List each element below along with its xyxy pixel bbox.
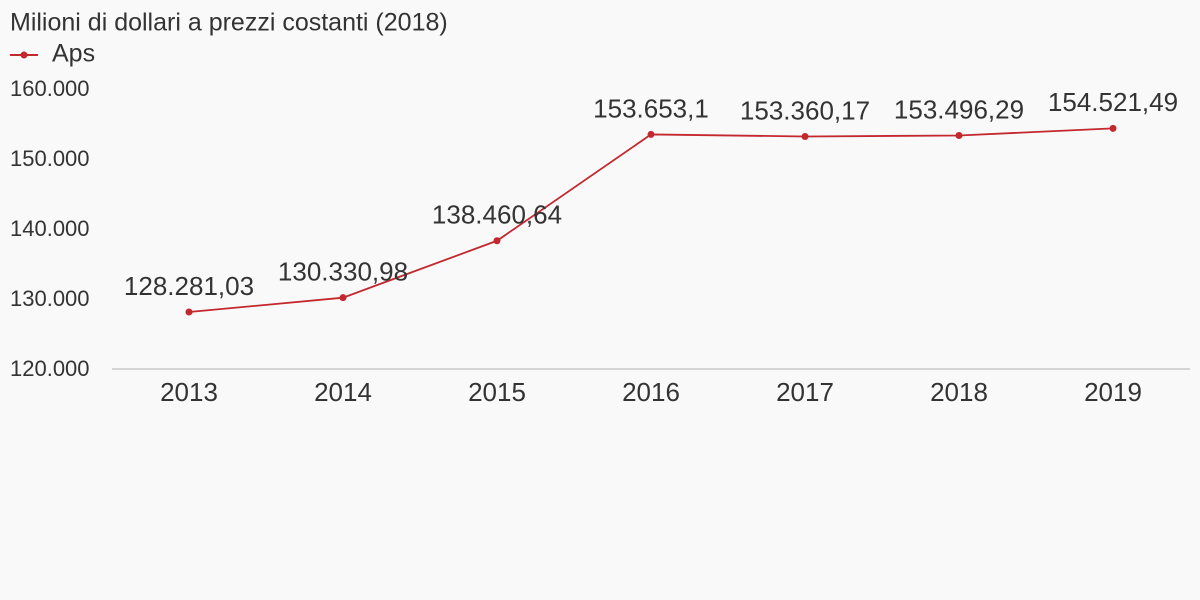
legend-label: Aps bbox=[52, 40, 95, 68]
x-tick-label: 2014 bbox=[314, 377, 372, 407]
point bbox=[801, 132, 809, 140]
point bbox=[339, 294, 347, 302]
x-tick-label: 2016 bbox=[622, 377, 680, 407]
point bbox=[955, 132, 963, 140]
x-tick-label: 2019 bbox=[1084, 377, 1142, 407]
point bbox=[647, 130, 655, 138]
x-tick-label: 2017 bbox=[776, 377, 834, 407]
y-tick-label: 160.000 bbox=[10, 76, 90, 101]
value-label: 153.653,1 bbox=[593, 93, 709, 123]
point bbox=[185, 308, 193, 316]
y-tick-label: 130.000 bbox=[10, 286, 90, 311]
x-tick-label: 2013 bbox=[160, 377, 218, 407]
value-label: 153.360,17 bbox=[740, 95, 870, 125]
y-tick-label: 140.000 bbox=[10, 216, 90, 241]
y-tick-label: 150.000 bbox=[10, 146, 90, 171]
x-tick-label: 2015 bbox=[468, 377, 526, 407]
point bbox=[493, 237, 501, 245]
value-label: 154.521,49 bbox=[1048, 87, 1178, 117]
y-tick-label: 120.000 bbox=[10, 356, 90, 381]
value-label: 138.460,64 bbox=[432, 200, 562, 230]
value-label: 153.496,29 bbox=[894, 94, 1024, 124]
point bbox=[1109, 124, 1117, 132]
value-label: 130.330,98 bbox=[278, 257, 408, 287]
chart-title: Milioni di dollari a prezzi costanti (20… bbox=[10, 9, 448, 37]
x-tick-label: 2018 bbox=[930, 377, 988, 407]
value-label: 128.281,03 bbox=[124, 271, 254, 301]
legend-marker bbox=[20, 51, 28, 59]
